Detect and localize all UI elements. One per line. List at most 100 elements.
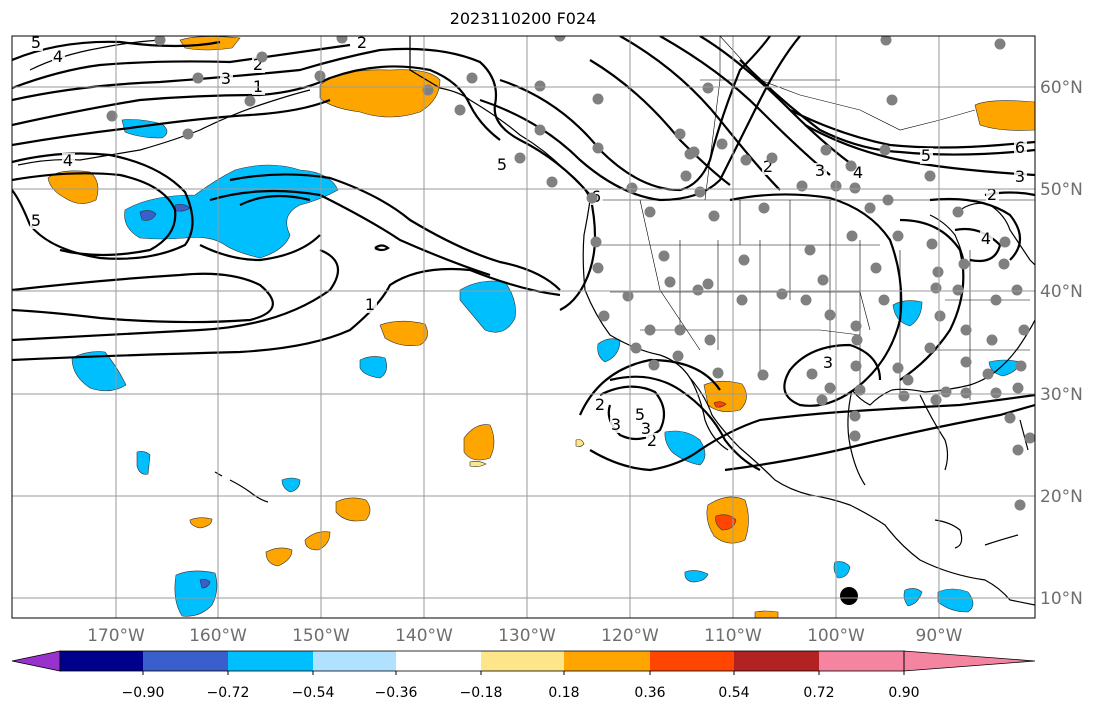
station-dot bbox=[244, 95, 256, 107]
station-dot bbox=[680, 170, 692, 182]
station-dot bbox=[902, 374, 914, 386]
station-dot bbox=[892, 362, 904, 374]
station-dot bbox=[514, 152, 526, 164]
latitude-label: 60°N bbox=[1040, 78, 1083, 98]
colorbar-tick-labels: −0.90 −0.72 −0.54 −0.36 −0.18 0.18 0.36 0.54 0.7… bbox=[122, 671, 920, 701]
contour-label: 5 bbox=[497, 155, 507, 174]
station-dot bbox=[924, 342, 936, 354]
station-dot bbox=[1024, 432, 1035, 444]
colorbar-segment bbox=[481, 651, 564, 671]
colorbar-segment bbox=[819, 651, 904, 671]
colorbar-segment bbox=[564, 651, 650, 671]
station-dot bbox=[626, 182, 638, 194]
station-dot bbox=[800, 294, 812, 306]
contour-label: 2 bbox=[253, 55, 263, 74]
station-dot bbox=[878, 294, 890, 306]
station-dot bbox=[930, 394, 942, 406]
contour-label: 4 bbox=[981, 229, 991, 248]
contour-label: 2 bbox=[987, 185, 997, 204]
colorbar-tick-label: −0.72 bbox=[207, 685, 250, 701]
longitude-label: 140°W bbox=[395, 626, 453, 646]
longitude-label: 130°W bbox=[498, 626, 556, 646]
contour-label: 2 bbox=[647, 431, 657, 450]
latitude-label: 10°N bbox=[1040, 589, 1083, 609]
station-dot bbox=[940, 386, 952, 398]
station-dot bbox=[598, 310, 610, 322]
station-dot bbox=[592, 262, 604, 274]
colorbar-tick-label: 0.18 bbox=[548, 685, 579, 701]
station-dot bbox=[880, 36, 892, 46]
station-dot bbox=[864, 202, 876, 214]
station-dot bbox=[757, 369, 769, 381]
station-dot bbox=[546, 176, 558, 188]
station-dot bbox=[850, 320, 862, 332]
station-dot bbox=[182, 128, 194, 140]
longitude-label: 110°W bbox=[704, 626, 762, 646]
station-dot bbox=[849, 182, 861, 194]
station-dot bbox=[708, 210, 720, 222]
longitude-label: 170°W bbox=[87, 626, 145, 646]
station-dot bbox=[648, 359, 660, 371]
station-dot bbox=[154, 36, 166, 46]
station-dot bbox=[704, 334, 716, 346]
station-dot bbox=[882, 194, 894, 206]
latitude-label: 20°N bbox=[1040, 487, 1083, 507]
station-dot bbox=[870, 262, 882, 274]
contour-label: 5 bbox=[31, 211, 41, 230]
station-dot bbox=[672, 350, 684, 362]
contour-label: 5 bbox=[921, 146, 931, 165]
colorbar-segment bbox=[650, 651, 734, 671]
contour-label: 5 bbox=[635, 405, 645, 424]
station-dot bbox=[851, 334, 863, 346]
station-dot bbox=[1018, 324, 1030, 336]
station-markers bbox=[106, 36, 1035, 511]
contour-label: 5 bbox=[31, 33, 41, 52]
state-borders bbox=[598, 36, 1035, 400]
station-dot bbox=[930, 282, 942, 294]
station-dot bbox=[630, 342, 642, 354]
station-dot bbox=[1012, 382, 1024, 394]
colorbar-tick-label: 0.36 bbox=[634, 685, 665, 701]
longitude-label: 90°W bbox=[916, 626, 963, 646]
shading-layer bbox=[47, 36, 1035, 618]
station-dot bbox=[924, 170, 936, 182]
colorbar-tick-label: −0.54 bbox=[292, 685, 335, 701]
latitude-labels: 10°N 20°N 30°N 40°N 50°N 60°N bbox=[1040, 78, 1083, 609]
longitude-label: 150°W bbox=[292, 626, 350, 646]
station-dot bbox=[688, 146, 700, 158]
contour-label: 3 bbox=[611, 415, 621, 434]
map-title: 2023110200 F024 bbox=[449, 9, 597, 28]
station-dot bbox=[796, 180, 808, 192]
colorbar-tick-label: −0.18 bbox=[460, 685, 503, 701]
station-dot bbox=[592, 142, 604, 154]
station-dot bbox=[644, 324, 656, 336]
colorbar-segment bbox=[60, 651, 143, 671]
station-dot bbox=[998, 258, 1010, 270]
station-dot bbox=[892, 230, 904, 242]
colorbar-tick-label: 0.54 bbox=[718, 685, 749, 701]
station-dot bbox=[1011, 284, 1023, 296]
colorbar-tick-label: 0.90 bbox=[888, 685, 919, 701]
station-dot bbox=[845, 160, 857, 172]
station-dot bbox=[106, 110, 118, 122]
storm-marker bbox=[840, 587, 858, 605]
contour-label: 2 bbox=[763, 157, 773, 176]
station-dot bbox=[622, 290, 634, 302]
contour-label: 4 bbox=[63, 151, 73, 170]
colorbar-tick-label: −0.36 bbox=[375, 685, 418, 701]
contour-label: 4 bbox=[53, 47, 63, 66]
station-dot bbox=[674, 324, 686, 336]
station-dot bbox=[1012, 444, 1024, 456]
station-dot bbox=[849, 410, 861, 422]
latitude-label: 30°N bbox=[1040, 385, 1083, 405]
longitude-label: 160°W bbox=[189, 626, 247, 646]
colorbar-segment bbox=[143, 651, 228, 671]
station-dot bbox=[958, 258, 970, 270]
station-dot bbox=[886, 94, 898, 106]
station-dot bbox=[702, 278, 714, 290]
map-frame bbox=[11, 35, 1036, 619]
station-dot bbox=[952, 206, 964, 218]
station-dot bbox=[934, 310, 946, 322]
station-dot bbox=[740, 154, 752, 166]
